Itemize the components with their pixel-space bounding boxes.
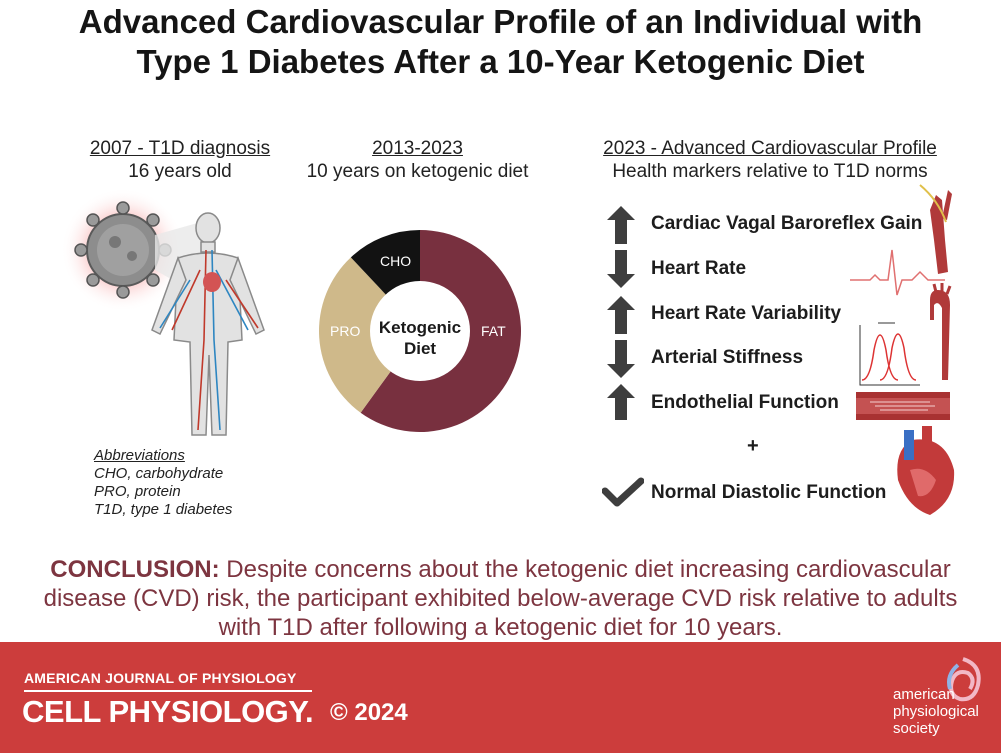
marker-baroreflex: Cardiac Vagal Baroreflex Gain [651, 213, 923, 234]
donut-center-line-2: Diet [403, 339, 437, 358]
aorta-icon [930, 283, 952, 380]
checkmark-icon [602, 477, 644, 507]
marker-arterial-stiffness: Arterial Stiffness [651, 347, 804, 368]
abbreviations: Abbreviations CHO, carbohydrate PRO, pro… [94, 447, 232, 519]
ecg-trace-icon [850, 249, 945, 296]
journal-title-top: AMERICAN JOURNAL OF PHYSIOLOGY [24, 670, 297, 686]
society-logo-icon [947, 657, 981, 702]
donut-label-cho: CHO [380, 253, 412, 269]
society-name: american physiological society [893, 686, 979, 737]
abbreviation-item: CHO, carbohydrate [94, 465, 224, 482]
page-title: Advanced Cardiovascular Profile of an In… [0, 2, 1001, 82]
carotid-artery-icon [919, 184, 952, 274]
diet-donut-chart [319, 230, 521, 432]
arrow-down-icon [607, 250, 635, 288]
abbreviations-heading: Abbreviations [94, 447, 185, 464]
marker-arrows [607, 206, 635, 420]
body-illustration [61, 190, 265, 436]
arrow-down-icon [607, 340, 635, 378]
diagnosis-heading: 2007 - T1D diagnosis 16 years old [70, 137, 290, 183]
conclusion-lead: CONCLUSION: [50, 556, 220, 583]
conclusion: CONCLUSION: Despite concerns about the k… [40, 555, 961, 642]
plus-sign: + [747, 435, 759, 457]
human-body-icon [151, 212, 265, 436]
footer-banner [0, 642, 1001, 753]
virus-icon [74, 201, 172, 299]
diet-heading: 2013-2023 10 years on ketogenic diet [290, 137, 545, 183]
marker-illustrations [850, 184, 955, 515]
marker-endothelial: Endothelial Function [651, 392, 839, 413]
marker-diastolic: Normal Diastolic Function [651, 482, 887, 503]
abbreviation-item: T1D, type 1 diabetes [94, 501, 233, 518]
profile-heading-sub: Health markers relative to T1D norms [612, 161, 928, 182]
society-line-3: society [893, 720, 940, 737]
diet-heading-sub: 10 years on ketogenic diet [306, 161, 529, 182]
conclusion-text: Despite concerns about the ketogenic die… [43, 556, 958, 641]
diet-heading-title: 2013-2023 [372, 138, 463, 159]
heart-organ-icon [203, 272, 221, 292]
profile-heading: 2023 - Advanced Cardiovascular Profile H… [570, 137, 970, 183]
society-line-2: physiological [893, 703, 979, 720]
journal-divider [24, 690, 312, 692]
copyright: © 2024 [330, 699, 408, 726]
journal-title-main: CELL PHYSIOLOGY. [22, 694, 314, 729]
pulse-wave-icon [859, 322, 920, 386]
heart-anatomy-icon [897, 426, 955, 515]
title-line-2: Type 1 Diabetes After a 10-Year Ketogeni… [136, 43, 865, 80]
donut-center-line-1: Ketogenic [378, 318, 462, 337]
blood-vessel-icon [856, 392, 950, 420]
profile-heading-title: 2023 - Advanced Cardiovascular Profile [603, 138, 937, 159]
society-line-1: american [893, 686, 955, 703]
donut-label-fat: FAT [481, 323, 506, 339]
donut-center-label: Ketogenic Diet [370, 317, 470, 359]
marker-hrv: Heart Rate Variability [651, 303, 842, 324]
arrow-up-icon [607, 206, 635, 244]
arrow-up-icon [607, 384, 635, 420]
marker-heart-rate: Heart Rate [651, 258, 747, 279]
title-line-1: Advanced Cardiovascular Profile of an In… [78, 3, 923, 40]
donut-slice-pro [319, 257, 420, 413]
donut-hole [370, 281, 470, 381]
arrow-up-icon [607, 296, 635, 334]
abbreviation-item: PRO, protein [94, 483, 181, 500]
donut-label-pro: PRO [330, 323, 361, 339]
diagnosis-heading-title: 2007 - T1D diagnosis [89, 138, 271, 159]
diagnosis-heading-sub: 16 years old [128, 161, 232, 182]
